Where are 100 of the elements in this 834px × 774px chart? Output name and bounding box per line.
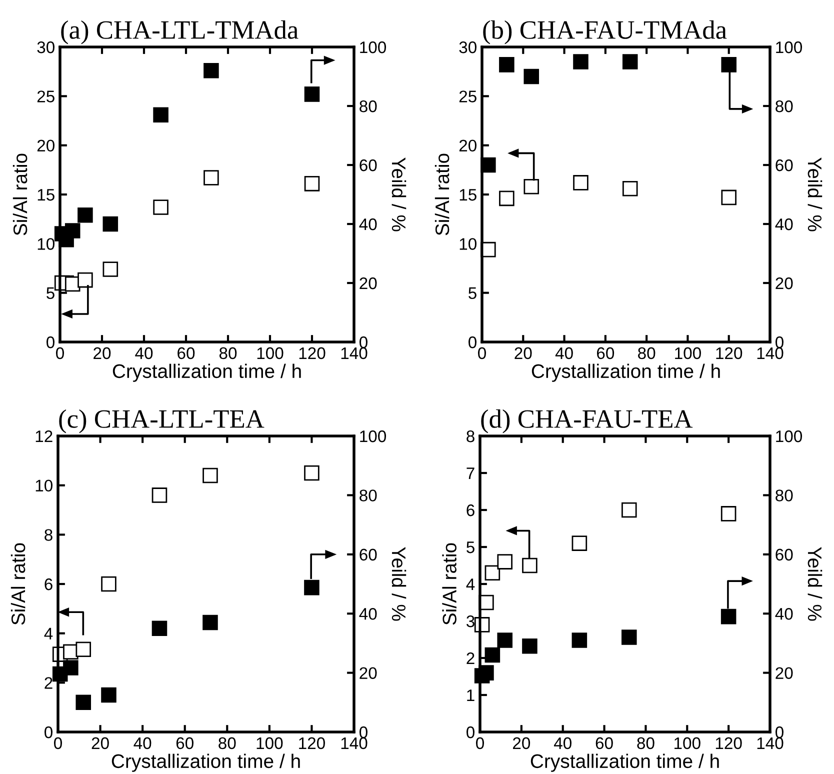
point (497, 632, 512, 648)
point (76, 694, 92, 710)
x-tick-label: 40 (555, 347, 573, 360)
x-tick-label: 40 (134, 737, 152, 750)
chart-title: (b) CHA-FAU-TMAda (483, 20, 727, 44)
y-tick-label: 2 (466, 652, 474, 664)
x-tick-label: 40 (554, 737, 572, 750)
y-tick-label: 20 (37, 140, 54, 152)
point (204, 62, 219, 78)
point (622, 180, 638, 196)
x-tick-label: 80 (638, 347, 656, 360)
x-tick-label: 100 (256, 737, 283, 750)
point (573, 175, 588, 190)
point (102, 262, 118, 277)
y-tick-label: 25 (459, 90, 476, 102)
x-tick-label: 140 (757, 347, 784, 360)
point (76, 642, 92, 658)
y-axis-title: Si/Al ratio (12, 154, 28, 236)
point (573, 54, 588, 70)
point (497, 554, 512, 570)
y2-tick-label: 100 (776, 430, 802, 442)
x-tick-label: 80 (219, 347, 237, 360)
y2-tick-label: 20 (776, 277, 793, 290)
y2-axis-title: Yeild / % (808, 546, 822, 621)
y-tick-label: 15 (460, 189, 476, 201)
x-axis-title: Crystallization time / h (112, 754, 300, 772)
point (721, 57, 736, 72)
chart-title: (d) CHA-FAU-TEA (481, 409, 693, 434)
point (522, 558, 538, 574)
point (522, 638, 538, 654)
chart-title: (a) CHA-LTL-TMAda (61, 20, 298, 44)
point (64, 223, 80, 238)
y-tick-label: 25 (37, 90, 54, 102)
y2-tick-label: 100 (360, 41, 386, 54)
y2-axis-title: Yeild / % (808, 157, 822, 232)
y2-tick-label: 80 (360, 490, 377, 502)
point (720, 608, 736, 624)
x-tick-label: 120 (299, 347, 326, 360)
x-tick-label: 40 (135, 347, 153, 360)
point (101, 576, 116, 592)
y-tick-label: 8 (466, 430, 474, 442)
y-tick-label: 10 (460, 238, 476, 250)
point (202, 614, 218, 630)
x-tick-label: 120 (716, 737, 742, 750)
y2-tick-label: 40 (775, 218, 793, 230)
point (304, 176, 320, 192)
y-tick-label: 6 (466, 504, 474, 516)
y2-tick-label: 100 (360, 430, 386, 442)
x-tick-label: 0 (478, 347, 486, 360)
y-tick-label: 15 (38, 189, 54, 201)
point (721, 190, 736, 206)
y2-tick-label: 80 (776, 490, 793, 502)
y-tick-label: 8 (44, 529, 52, 541)
x-tick-label: 80 (218, 737, 236, 750)
y2-tick-label: 0 (360, 726, 368, 738)
point (622, 630, 637, 645)
y2-tick-label: 80 (360, 100, 377, 112)
y2-tick-label: 40 (359, 218, 377, 230)
y-tick-label: 1 (467, 690, 474, 702)
x-tick-label: 20 (92, 737, 109, 750)
y-tick-label: 0 (46, 336, 54, 348)
y-tick-label: 5 (466, 542, 474, 554)
y2-axis-title: Yeild / % (392, 157, 406, 232)
point (304, 580, 320, 596)
x-tick-label: 60 (176, 737, 194, 750)
x-tick-label: 0 (56, 347, 64, 360)
y-tick-label: 0 (44, 726, 52, 738)
x-tick-label: 60 (596, 737, 613, 750)
y2-tick-label: 20 (776, 667, 793, 680)
y2-tick-label: 60 (776, 548, 793, 561)
y-tick-label: 10 (38, 238, 54, 250)
point (153, 107, 168, 122)
point (152, 620, 168, 636)
point (572, 632, 588, 648)
point (478, 665, 494, 680)
y-tick-label: 30 (459, 41, 476, 54)
y-tick-label: 0 (468, 336, 476, 348)
y2-tick-label: 60 (360, 548, 377, 561)
point (524, 178, 540, 194)
y-tick-label: 6 (44, 578, 52, 590)
x-tick-label: 20 (514, 347, 532, 360)
x-tick-label: 140 (341, 347, 368, 360)
point (78, 272, 93, 288)
chart-title: (c) CHA-LTL-TEA (59, 409, 264, 434)
y2-tick-label: 60 (776, 159, 793, 172)
x-tick-label: 120 (716, 347, 742, 360)
y2-tick-label: 0 (776, 726, 784, 738)
x-tick-label: 20 (94, 347, 111, 360)
point (304, 465, 320, 481)
y-tick-label: 10 (36, 480, 52, 492)
x-tick-label: 100 (675, 347, 701, 360)
y-axis-title: Si/Al ratio (442, 543, 456, 625)
point (204, 170, 219, 186)
y-tick-label: 4 (44, 628, 53, 640)
y2-tick-label: 40 (359, 608, 377, 620)
point (622, 502, 637, 518)
point (102, 216, 118, 232)
y-axis-title: Si/Al ratio (10, 543, 26, 625)
point (524, 68, 540, 84)
y-tick-label: 3 (466, 615, 474, 628)
